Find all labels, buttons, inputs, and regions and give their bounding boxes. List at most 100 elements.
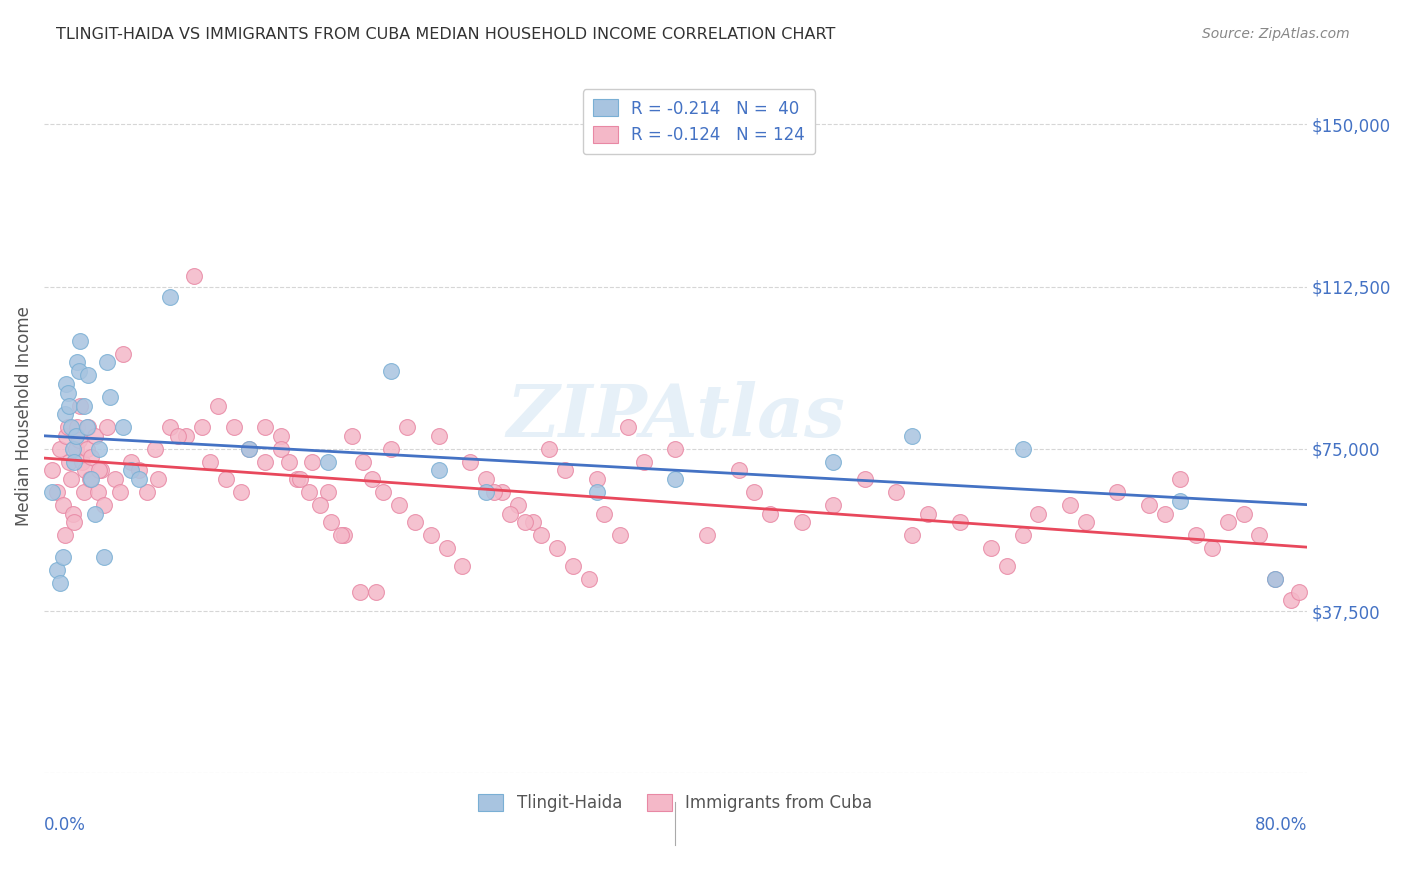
- Point: [63, 516, 86, 530]
- Point: [546, 541, 568, 556]
- Point: [93, 498, 115, 512]
- Text: Source: ZipAtlas.com: Source: ZipAtlas.com: [1202, 27, 1350, 41]
- Point: [388, 498, 411, 512]
- Point: [380, 442, 402, 456]
- Point: [159, 290, 181, 304]
- Point: [80, 450, 103, 465]
- Point: [159, 420, 181, 434]
- Point: [75, 463, 97, 477]
- Point: [191, 420, 214, 434]
- Point: [100, 390, 122, 404]
- Point: [62, 507, 84, 521]
- Point: [135, 485, 157, 500]
- Point: [41, 485, 63, 500]
- Point: [364, 584, 387, 599]
- Point: [1264, 572, 1286, 586]
- Point: [1107, 485, 1129, 500]
- Point: [77, 368, 100, 383]
- Point: [727, 463, 749, 477]
- Point: [45, 485, 67, 500]
- Point: [1201, 541, 1223, 556]
- Point: [917, 507, 939, 521]
- Point: [63, 455, 86, 469]
- Point: [231, 485, 253, 500]
- Point: [72, 399, 94, 413]
- Text: ZIPAtlas: ZIPAtlas: [506, 381, 845, 452]
- Point: [427, 429, 450, 443]
- Point: [222, 420, 245, 434]
- Legend: Tlingit-Haida, Immigrants from Cuba: Tlingit-Haida, Immigrants from Cuba: [468, 784, 883, 822]
- Point: [396, 420, 419, 434]
- Point: [1137, 498, 1160, 512]
- Point: [277, 455, 299, 469]
- Point: [578, 572, 600, 586]
- Point: [901, 528, 924, 542]
- Point: [270, 442, 292, 456]
- Point: [451, 558, 474, 573]
- Point: [83, 507, 105, 521]
- Point: [66, 355, 89, 369]
- Point: [522, 516, 544, 530]
- Point: [853, 472, 876, 486]
- Point: [538, 442, 561, 456]
- Point: [120, 455, 142, 469]
- Point: [617, 420, 640, 434]
- Point: [143, 442, 166, 456]
- Point: [120, 463, 142, 477]
- Point: [333, 528, 356, 542]
- Point: [1288, 584, 1310, 599]
- Point: [530, 528, 553, 542]
- Point: [69, 399, 91, 413]
- Point: [58, 399, 80, 413]
- Point: [475, 485, 498, 500]
- Point: [1216, 516, 1239, 530]
- Point: [128, 463, 150, 477]
- Point: [76, 442, 98, 456]
- Point: [823, 455, 845, 469]
- Point: [285, 472, 308, 486]
- Point: [404, 516, 426, 530]
- Point: [1153, 507, 1175, 521]
- Point: [112, 420, 135, 434]
- Point: [329, 528, 352, 542]
- Point: [1059, 498, 1081, 512]
- Point: [56, 385, 79, 400]
- Point: [309, 498, 332, 512]
- Point: [49, 442, 72, 456]
- Point: [214, 472, 236, 486]
- Point: [1249, 528, 1271, 542]
- Point: [886, 485, 908, 500]
- Point: [458, 455, 481, 469]
- Point: [53, 528, 76, 542]
- Point: [475, 472, 498, 486]
- Point: [948, 516, 970, 530]
- Point: [352, 455, 374, 469]
- Point: [52, 549, 75, 564]
- Point: [609, 528, 631, 542]
- Point: [1011, 442, 1033, 456]
- Point: [593, 507, 616, 521]
- Point: [499, 507, 522, 521]
- Point: [87, 485, 110, 500]
- Point: [301, 455, 323, 469]
- Point: [1170, 493, 1192, 508]
- Y-axis label: Median Household Income: Median Household Income: [15, 307, 32, 526]
- Point: [759, 507, 782, 521]
- Point: [980, 541, 1002, 556]
- Point: [270, 429, 292, 443]
- Point: [361, 472, 384, 486]
- Point: [1011, 528, 1033, 542]
- Point: [561, 558, 583, 573]
- Point: [56, 420, 79, 434]
- Point: [112, 347, 135, 361]
- Point: [62, 442, 84, 456]
- Point: [633, 455, 655, 469]
- Point: [104, 472, 127, 486]
- Point: [436, 541, 458, 556]
- Point: [72, 485, 94, 500]
- Point: [96, 420, 118, 434]
- Point: [349, 584, 371, 599]
- Point: [823, 498, 845, 512]
- Point: [198, 455, 221, 469]
- Point: [995, 558, 1018, 573]
